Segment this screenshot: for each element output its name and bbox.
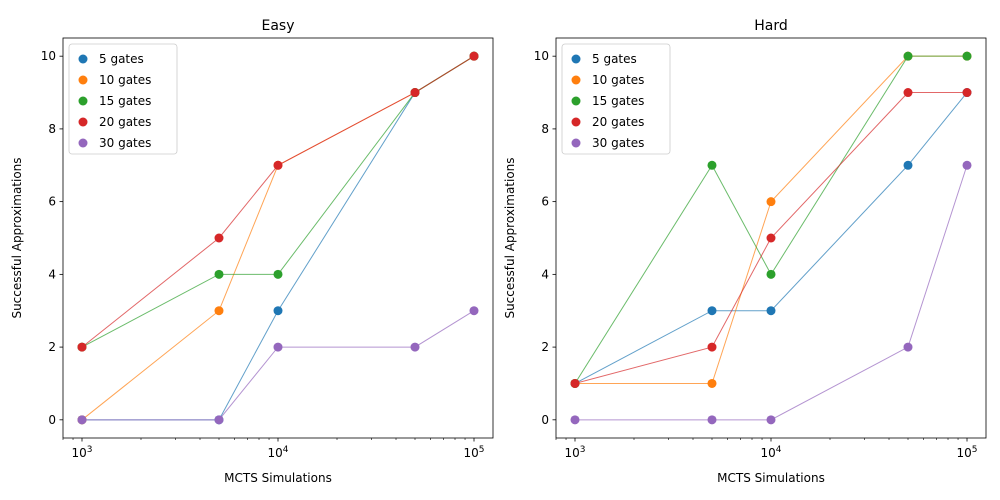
legend-marker [571, 75, 581, 85]
chart-panel-easy: 103 104 105 0 2 4 6 8 10 MCTS Simulations Successf… [10, 18, 494, 485]
series-20-gates [77, 51, 479, 352]
y-axis-label: Successful Approximations [10, 157, 24, 318]
x-minor-ticks [62, 438, 466, 440]
legend-marker [571, 117, 581, 127]
legend-label: 30 gates [592, 136, 644, 150]
data-point [766, 233, 776, 243]
x-axis-label: MCTS Simulations [224, 471, 332, 485]
y-tick-label: 6 [48, 195, 56, 209]
x-tick-label: 105 [463, 445, 484, 460]
data-point [962, 88, 972, 98]
data-point [273, 342, 283, 352]
data-point [903, 342, 913, 352]
y-tick-label: 8 [48, 122, 56, 136]
data-point [766, 306, 776, 316]
x-tick-label: 104 [267, 445, 288, 460]
series-20-gates [570, 88, 972, 388]
data-point [962, 51, 972, 61]
legend-marker [78, 96, 88, 106]
data-point [214, 269, 224, 279]
data-point [707, 160, 717, 170]
chart-panel-hard: 103 104 105 0 2 4 6 8 10 MCTS Simulations Successf… [503, 18, 987, 485]
y-tick-label: 4 [48, 267, 56, 281]
legend-box [561, 43, 671, 155]
legend-label: 5 gates [592, 52, 637, 66]
legend-label: 15 gates [99, 94, 151, 108]
legend-label: 5 gates [99, 52, 144, 66]
data-point [410, 88, 420, 98]
data-point [214, 415, 224, 425]
data-point [77, 415, 87, 425]
y-tick-label: 2 [541, 340, 549, 354]
data-point [962, 160, 972, 170]
y-tick-label: 0 [48, 413, 56, 427]
chart-title: Easy [261, 18, 294, 34]
data-point [766, 415, 776, 425]
data-point [77, 342, 87, 352]
x-tick-label: 105 [956, 445, 977, 460]
x-tick-label: 104 [760, 445, 781, 460]
legend-label: 10 gates [592, 73, 644, 87]
data-point [903, 88, 913, 98]
y-tick-label: 2 [48, 340, 56, 354]
data-point [903, 160, 913, 170]
legend: 5 gates 10 gates 15 gates 20 gates 30 gates [561, 43, 671, 155]
data-point [707, 306, 717, 316]
legend-marker [78, 54, 88, 64]
data-point [469, 306, 479, 316]
data-point [214, 233, 224, 243]
y-tick-label: 0 [541, 413, 549, 427]
legend-marker [78, 117, 88, 127]
data-point [410, 342, 420, 352]
legend-marker [571, 138, 581, 148]
legend-marker [571, 54, 581, 64]
data-point [766, 197, 776, 207]
y-axis-label: Successful Approximations [503, 157, 517, 318]
y-tick-label: 6 [541, 195, 549, 209]
data-point [469, 51, 479, 61]
x-tick-label: 103 [564, 445, 585, 460]
legend: 5 gates 10 gates 15 gates 20 gates 30 gates [68, 43, 178, 155]
data-point [570, 378, 580, 388]
legend-label: 20 gates [592, 115, 644, 129]
x-minor-ticks [555, 438, 959, 440]
legend-box [68, 43, 178, 155]
data-point [707, 415, 717, 425]
data-point [766, 269, 776, 279]
y-tick-label: 10 [41, 49, 56, 63]
series-30-gates [77, 306, 479, 425]
legend-label: 15 gates [592, 94, 644, 108]
data-point [570, 415, 580, 425]
legend-label: 20 gates [99, 115, 151, 129]
data-point [273, 269, 283, 279]
legend-marker [78, 75, 88, 85]
x-axis-label: MCTS Simulations [717, 471, 825, 485]
y-tick-label: 8 [541, 122, 549, 136]
legend-marker [78, 138, 88, 148]
legend-label: 10 gates [99, 73, 151, 87]
series-30-gates [570, 160, 972, 425]
legend-label: 30 gates [99, 136, 151, 150]
data-point [273, 160, 283, 170]
series-15-gates [570, 51, 972, 388]
data-point [273, 306, 283, 316]
y-tick-label: 10 [534, 49, 549, 63]
data-point [707, 342, 717, 352]
chart-title: Hard [754, 18, 788, 34]
data-point [214, 306, 224, 316]
x-tick-label: 103 [71, 445, 92, 460]
data-point [707, 378, 717, 388]
y-tick-label: 4 [541, 267, 549, 281]
data-point [903, 51, 913, 61]
legend-marker [571, 96, 581, 106]
series-line [81, 310, 475, 421]
